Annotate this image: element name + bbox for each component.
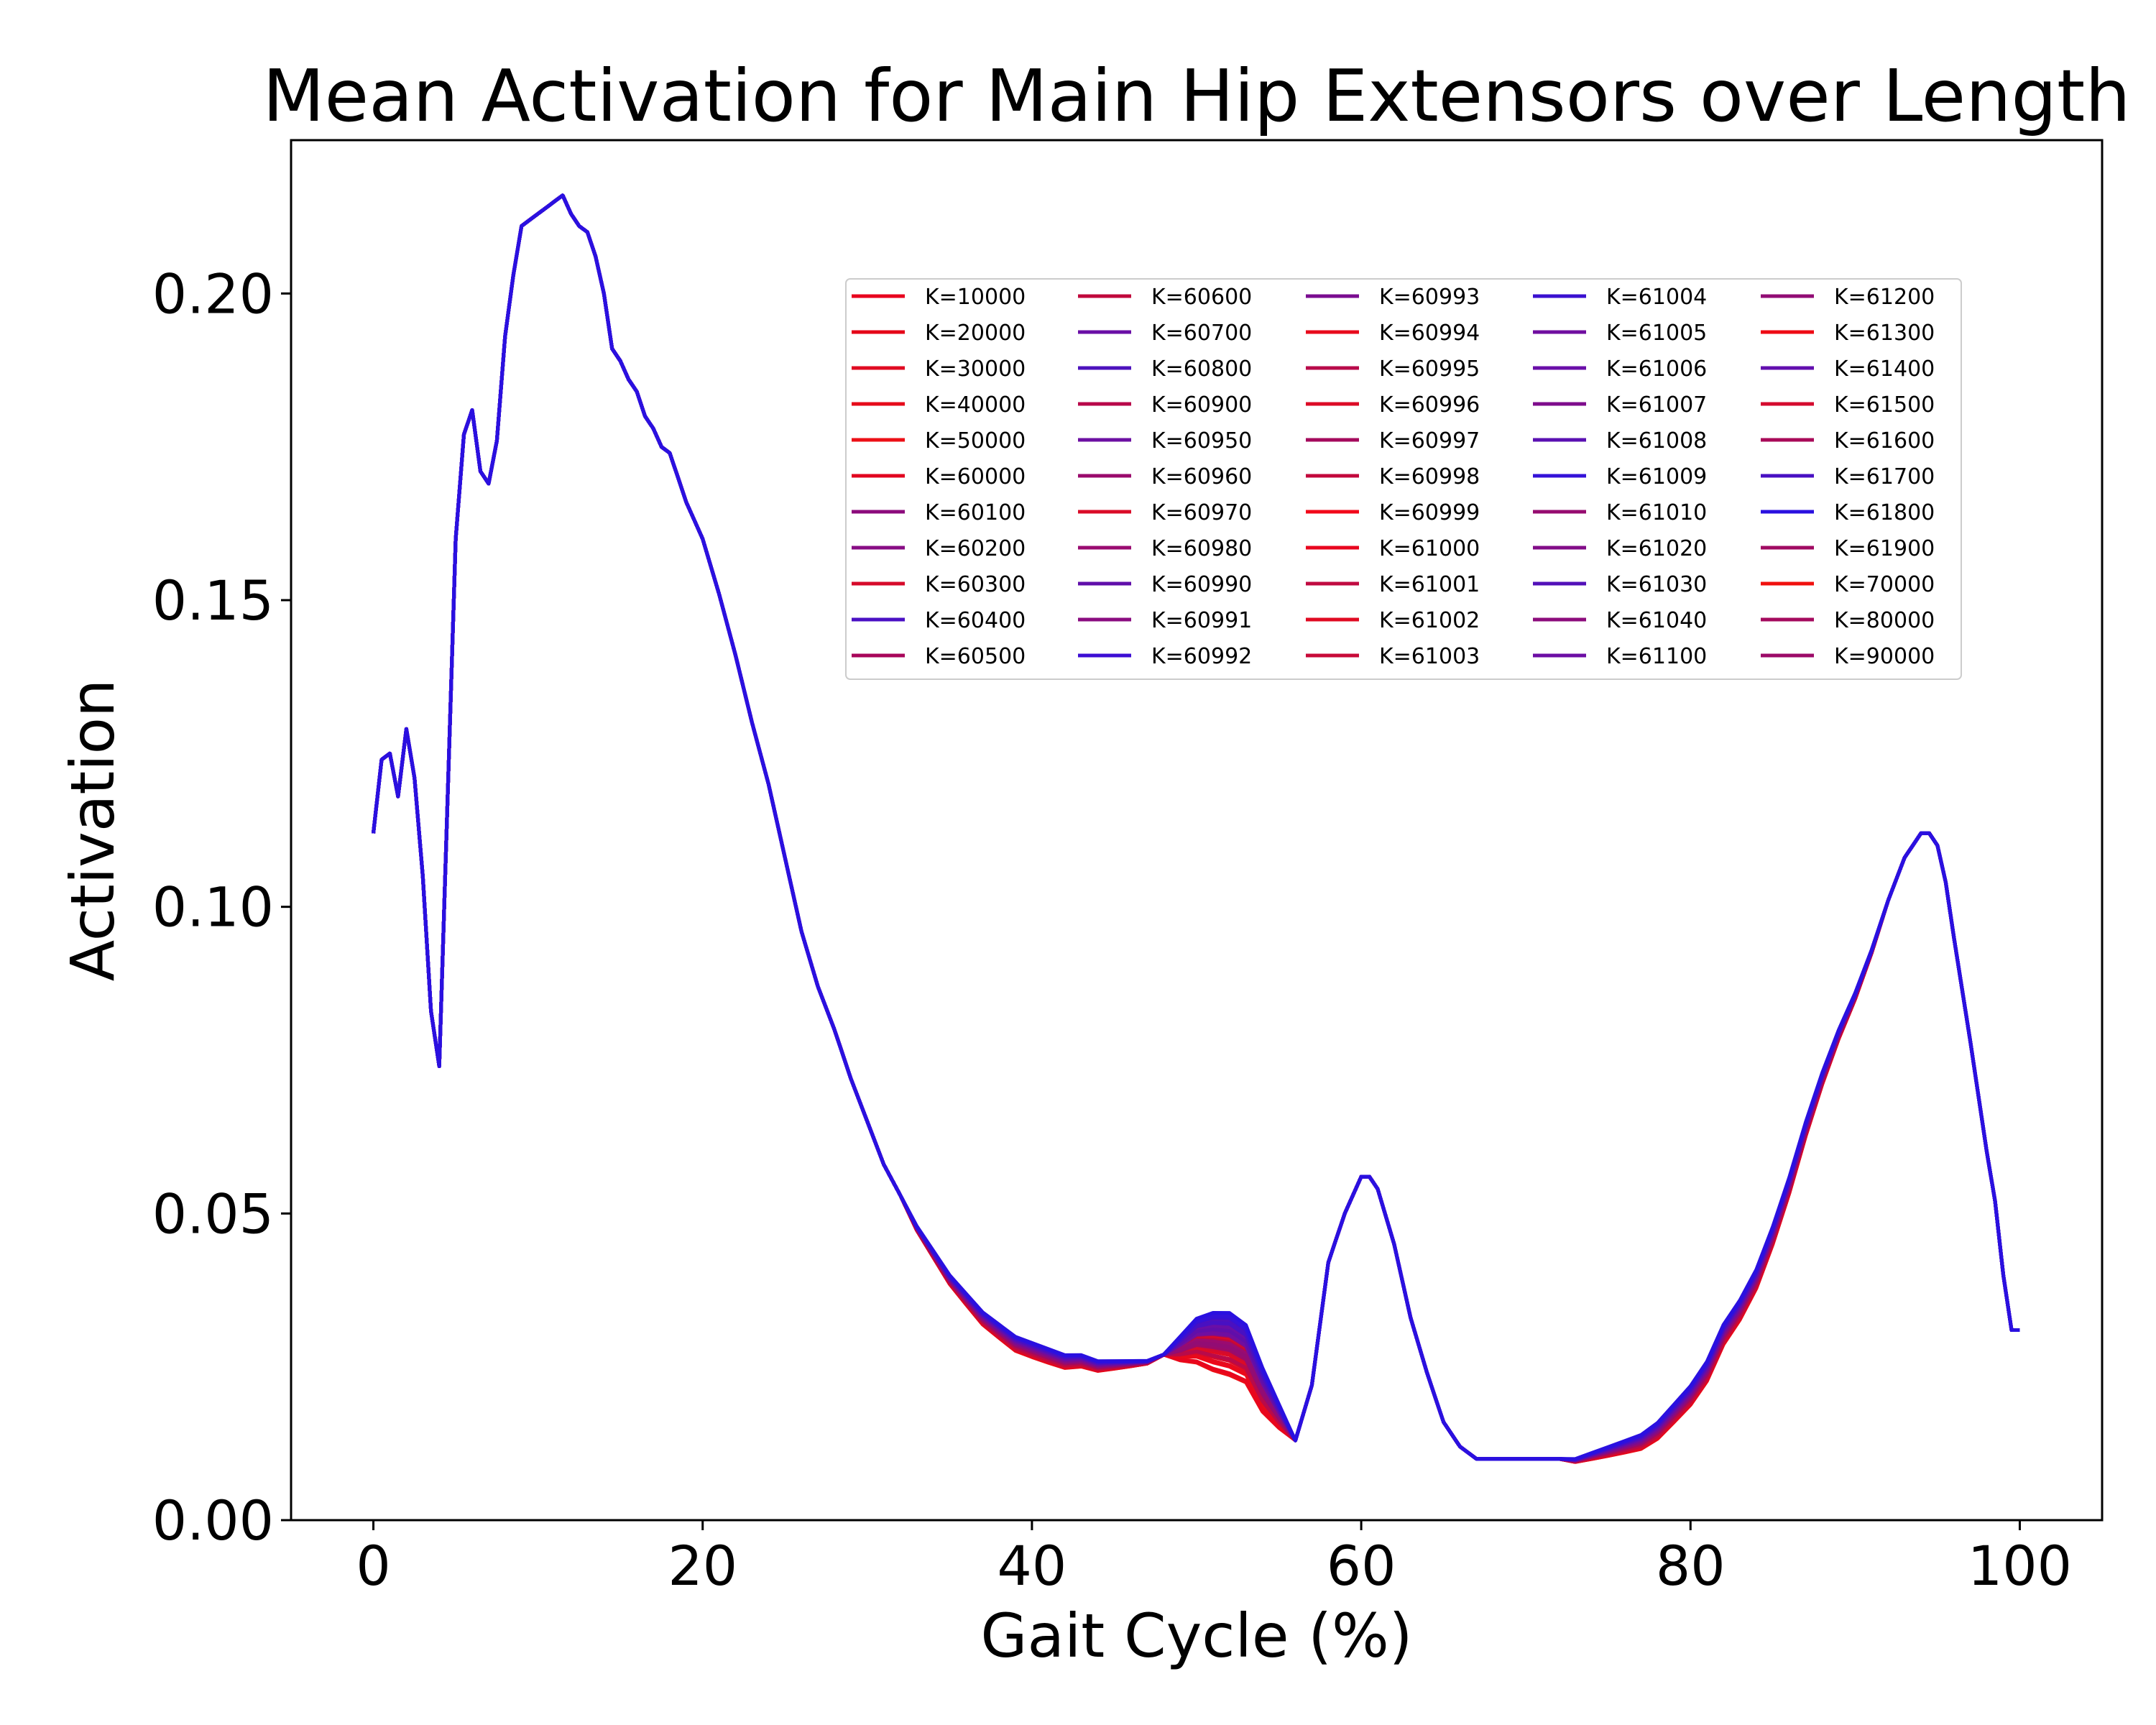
legend-entry: K=60000 (925, 464, 1026, 489)
legend-entry: K=61800 (1834, 500, 1935, 525)
legend-entry: K=61200 (1834, 285, 1935, 310)
legend-entry: K=61004 (1606, 285, 1707, 310)
legend-entry: K=60980 (1151, 536, 1252, 561)
legend-entry: K=20000 (925, 321, 1026, 346)
legend-entry: K=60992 (1151, 644, 1252, 669)
legend-entry: K=60800 (1151, 356, 1252, 382)
series-line (372, 193, 2020, 1461)
legend-entry: K=60400 (925, 608, 1026, 633)
legend-entry: K=10000 (925, 285, 1026, 310)
legend-entry: K=61100 (1606, 644, 1707, 669)
legend-entry: K=60960 (1151, 464, 1252, 489)
legend-entry: K=61900 (1834, 536, 1935, 561)
legend-entry: K=60100 (925, 500, 1026, 525)
legend-entry: K=60997 (1379, 428, 1480, 454)
legend-entry: K=30000 (925, 356, 1026, 382)
legend-entry: K=60991 (1151, 608, 1252, 633)
y-tick-label: 0.10 (152, 875, 274, 939)
series-layer (372, 193, 2020, 1464)
y-tick-label: 0.20 (152, 262, 274, 326)
legend-entry: K=61009 (1606, 464, 1707, 489)
legend-entry: K=60200 (925, 536, 1026, 561)
legend-entry: K=61040 (1606, 608, 1707, 633)
legend-entry: K=60300 (925, 572, 1026, 597)
legend-entry: K=60700 (1151, 321, 1252, 346)
x-axis-label: Gait Cycle (%) (980, 1601, 1412, 1671)
legend-entry: K=40000 (925, 392, 1026, 418)
legend-entry: K=61020 (1606, 536, 1707, 561)
plot-frame (290, 139, 2104, 1522)
legend-items: K=10000 K=20000 K=30000 K=40000 K=50000 K=600… (852, 285, 1935, 669)
y-axis-label: Activation (57, 679, 128, 982)
legend-entry: K=61003 (1379, 644, 1480, 669)
legend-entry: K=61700 (1834, 464, 1935, 489)
legend-entry: K=60993 (1379, 285, 1480, 310)
legend-entry: K=61500 (1834, 392, 1935, 418)
legend-entry: K=60970 (1151, 500, 1252, 525)
y-tick-label: 0.05 (152, 1182, 274, 1246)
legend-entry: K=61010 (1606, 500, 1707, 525)
legend-entry: K=60996 (1379, 392, 1480, 418)
legend-entry: K=61400 (1834, 356, 1935, 382)
legend-entry: K=90000 (1834, 644, 1935, 669)
chart-title: Mean Activation for Main Hip Extensors o… (262, 54, 2130, 138)
legend-entry: K=61001 (1379, 572, 1480, 597)
legend: K=10000 K=20000 K=30000 K=40000 K=50000 K=600… (845, 278, 1962, 680)
legend-entry: K=60900 (1151, 392, 1252, 418)
legend-entry: K=60999 (1379, 500, 1480, 525)
y-tick-label: 0.00 (152, 1489, 274, 1552)
legend-entry: K=61300 (1834, 321, 1935, 346)
ticks-layer: 0 20 40 60 80 100 0.00 0.05 0.10 0.15 0.20 (152, 262, 2072, 1598)
x-tick-label: 80 (1656, 1534, 1726, 1598)
x-tick-label: 20 (668, 1534, 737, 1598)
x-tick-label: 100 (1968, 1534, 2072, 1598)
legend-entry: K=60994 (1379, 321, 1480, 346)
legend-entry: K=61600 (1834, 428, 1935, 454)
legend-entry: K=61008 (1606, 428, 1707, 454)
legend-entry: K=70000 (1834, 572, 1935, 597)
legend-entry: K=61007 (1606, 392, 1707, 418)
legend-entry: K=61000 (1379, 536, 1480, 561)
legend-entry: K=61002 (1379, 608, 1480, 633)
legend-entry: K=61005 (1606, 321, 1707, 346)
x-tick-label: 40 (998, 1534, 1067, 1598)
legend-entry: K=60500 (925, 644, 1026, 669)
legend-entry: K=60950 (1151, 428, 1252, 454)
legend-entry: K=60995 (1379, 356, 1480, 382)
legend-entry: K=61030 (1606, 572, 1707, 597)
legend-entry: K=80000 (1834, 608, 1935, 633)
x-tick-label: 60 (1327, 1534, 1396, 1598)
legend-entry: K=60990 (1151, 572, 1252, 597)
x-tick-label: 0 (356, 1534, 390, 1598)
legend-entry: K=60600 (1151, 285, 1252, 310)
legend-entry: K=50000 (925, 428, 1026, 454)
legend-entry: K=61006 (1606, 356, 1707, 382)
y-tick-label: 0.15 (152, 569, 274, 632)
legend-entry: K=60998 (1379, 464, 1480, 489)
legend-frame (845, 278, 1962, 680)
